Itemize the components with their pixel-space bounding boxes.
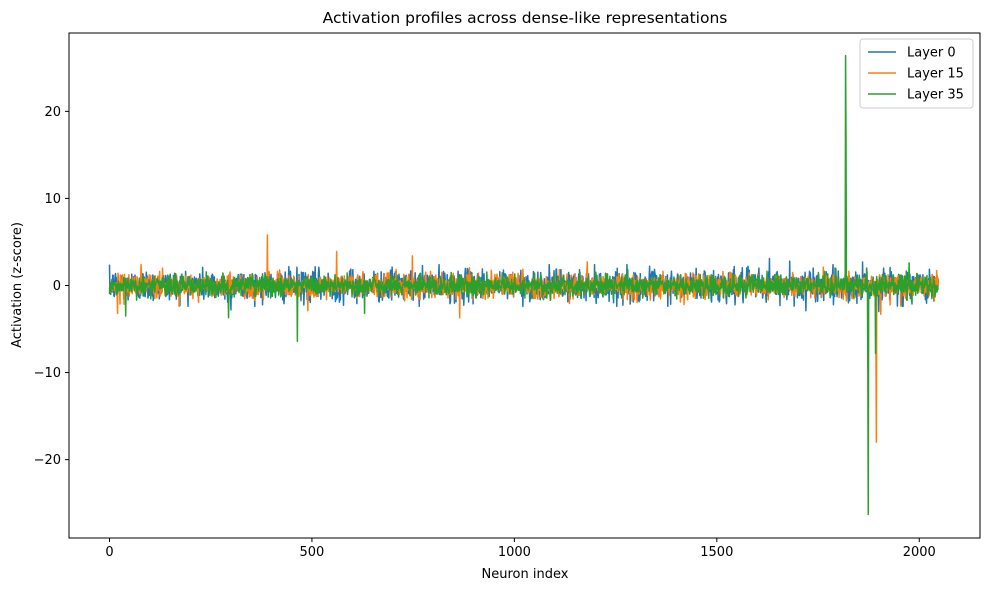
legend-box [859, 38, 974, 109]
y-tick-label: 20 [44, 105, 61, 120]
x-tick-label: 500 [300, 545, 325, 560]
y-tick-label: −10 [34, 366, 61, 381]
legend-label: Layer 0 [907, 46, 956, 61]
plot-area [108, 54, 940, 516]
series-line-2 [108, 54, 939, 516]
x-tick-label: 1000 [498, 545, 531, 560]
chart-title: Activation profiles across dense-like re… [323, 9, 728, 27]
x-axis: 0 500 1000 1500 2000 [105, 538, 936, 560]
y-axis-label: Activation (z-score) [10, 222, 25, 348]
legend: Layer 0 Layer 15 Layer 35 [859, 38, 974, 109]
legend-label: Layer 15 [907, 67, 964, 82]
x-tick-label: 0 [105, 545, 113, 560]
legend-label: Layer 35 [907, 88, 964, 103]
y-tick-label: 10 [44, 192, 61, 207]
x-tick-label: 1500 [700, 545, 733, 560]
x-tick-label: 2000 [903, 545, 936, 560]
x-axis-label: Neuron index [482, 567, 569, 582]
y-tick-label: −20 [34, 453, 61, 468]
y-tick-label: 0 [53, 279, 61, 294]
y-axis: −20 −10 0 10 20 [34, 105, 69, 468]
